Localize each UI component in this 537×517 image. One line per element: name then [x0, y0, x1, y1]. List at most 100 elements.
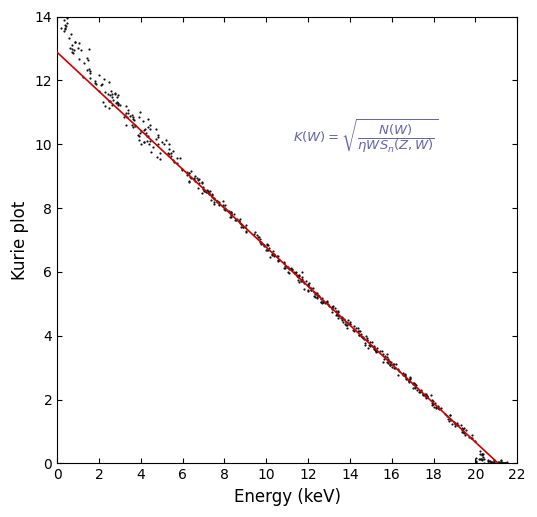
Point — [111, 88, 120, 97]
Point — [185, 177, 194, 185]
Point — [300, 279, 309, 287]
Point — [476, 454, 485, 463]
Point — [113, 99, 122, 108]
Point — [183, 168, 192, 176]
Point — [350, 327, 358, 336]
Point — [107, 87, 116, 96]
Point — [484, 455, 493, 464]
Point — [376, 347, 384, 355]
Point — [405, 375, 414, 383]
Point — [296, 276, 305, 284]
Point — [401, 372, 410, 381]
Point — [310, 292, 318, 300]
Point — [459, 428, 467, 436]
Point — [256, 240, 265, 248]
Point — [292, 268, 300, 276]
Point — [357, 331, 365, 340]
Point — [68, 45, 76, 53]
Point — [140, 126, 149, 134]
Point — [501, 459, 510, 467]
Point — [402, 374, 411, 383]
Point — [204, 188, 213, 196]
Point — [427, 396, 436, 404]
Point — [354, 327, 363, 336]
Point — [434, 404, 443, 412]
Point — [106, 91, 115, 99]
Point — [185, 169, 194, 177]
Point — [478, 450, 487, 459]
Point — [219, 202, 227, 210]
Point — [500, 459, 509, 467]
Point — [470, 437, 479, 445]
Point — [310, 290, 319, 298]
Point — [263, 246, 271, 254]
Point — [349, 326, 357, 334]
Point — [259, 240, 267, 248]
Point — [100, 74, 108, 83]
Point — [203, 188, 212, 196]
Point — [207, 195, 215, 204]
Point — [388, 360, 397, 369]
Point — [364, 344, 372, 353]
Point — [346, 318, 354, 326]
Point — [104, 89, 113, 98]
Point — [472, 454, 481, 462]
Point — [344, 318, 353, 327]
Point — [256, 238, 265, 246]
Point — [105, 97, 113, 105]
Point — [361, 339, 369, 347]
Point — [215, 200, 223, 208]
Point — [380, 355, 389, 363]
Point — [318, 298, 327, 306]
Point — [502, 459, 511, 467]
Point — [386, 358, 395, 366]
Point — [446, 411, 455, 419]
Point — [227, 212, 236, 221]
Point — [274, 256, 282, 264]
Point — [494, 459, 503, 467]
Point — [270, 251, 279, 259]
Point — [363, 336, 372, 344]
Point — [390, 364, 398, 372]
Point — [220, 204, 229, 212]
Point — [242, 228, 250, 236]
Point — [496, 459, 505, 467]
Point — [323, 297, 331, 305]
Point — [402, 374, 410, 382]
Point — [371, 346, 380, 354]
Point — [176, 154, 184, 162]
Point — [497, 459, 506, 467]
Point — [337, 316, 346, 324]
Point — [446, 415, 454, 423]
Point — [336, 314, 345, 323]
Point — [419, 391, 427, 399]
Point — [201, 188, 210, 196]
Point — [187, 174, 195, 182]
Point — [497, 455, 506, 464]
Point — [357, 330, 365, 338]
Point — [143, 132, 151, 140]
Point — [295, 270, 303, 279]
Point — [411, 383, 420, 391]
Point — [442, 412, 451, 420]
Point — [210, 198, 219, 206]
Point — [434, 405, 443, 414]
Point — [317, 294, 326, 302]
Point — [460, 431, 469, 439]
Point — [468, 431, 476, 439]
Point — [237, 220, 246, 229]
Point — [223, 206, 231, 214]
Point — [359, 334, 367, 342]
Point — [233, 215, 242, 223]
Point — [475, 454, 484, 463]
Point — [129, 123, 138, 131]
Point — [227, 208, 235, 216]
Point — [300, 285, 308, 294]
Point — [346, 320, 354, 328]
Point — [113, 93, 121, 101]
Point — [331, 311, 340, 319]
Point — [459, 425, 468, 433]
Point — [372, 344, 381, 352]
Point — [128, 111, 136, 119]
Point — [385, 357, 394, 366]
